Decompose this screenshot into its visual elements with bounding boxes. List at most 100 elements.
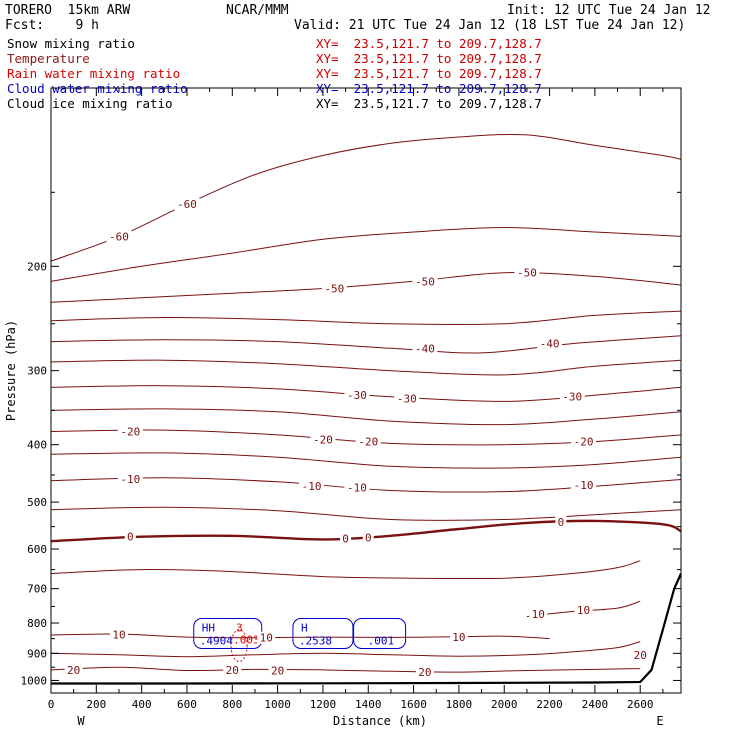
temperature-contour — [51, 519, 681, 543]
plot-frame — [50, 87, 682, 694]
temperature-contour-label: 20 — [418, 666, 431, 679]
temperature-contour-label: -40 — [415, 342, 435, 355]
temperature-contour — [51, 452, 681, 469]
y-tick-label: 700 — [27, 583, 47, 596]
temperature-contour-label: 20 — [226, 664, 239, 677]
contour-label-background — [412, 342, 438, 355]
contour-label-background — [64, 663, 83, 676]
temperature-contour — [51, 272, 681, 303]
temperature-contour — [51, 310, 681, 326]
x-tick-label: 800 — [222, 698, 242, 711]
temperature-contour-label: 20 — [271, 664, 284, 677]
cloud-water-max-value: .4904 — [200, 635, 233, 648]
contour-label-background — [355, 435, 381, 448]
x-tick-label: 1800 — [446, 698, 473, 711]
contour-label-background — [174, 198, 200, 211]
contour-label-background — [268, 664, 287, 677]
cloud-water-max-value: .001 — [368, 635, 395, 648]
contour-label-background — [340, 532, 352, 545]
rain-max-value: .003 — [233, 634, 259, 647]
model-title: TORERO 15km ARW — [5, 3, 131, 18]
temperature-contour-label: 0 — [127, 531, 134, 544]
contour-label-background — [344, 481, 370, 494]
contour-label-background — [415, 666, 434, 679]
temperature-contour-label: -10 — [302, 480, 322, 493]
x-tick-label: 1400 — [355, 698, 382, 711]
cloud-water-max-value: .2538 — [299, 635, 332, 648]
cloud-water-contour — [353, 618, 407, 650]
y-tick-label: 200 — [27, 260, 47, 273]
field-name: Snow mixing ratio — [7, 36, 135, 51]
field-name: Cloud ice mixing ratio — [7, 96, 173, 111]
rain-max-marker: 3 — [236, 622, 243, 635]
temperature-contour-label: -20 — [358, 435, 378, 448]
x-tick-label: 200 — [86, 698, 106, 711]
temperature-contour — [51, 666, 641, 673]
temperature-contour-label: 20 — [634, 649, 647, 662]
temperature-contour-label: -10 — [574, 479, 594, 492]
contour-label-background — [555, 515, 567, 528]
temperature-contour — [51, 385, 681, 402]
contour-label-background — [321, 282, 347, 295]
contour-label-background — [106, 230, 132, 243]
y-tick-label: 800 — [27, 617, 47, 630]
temperature-contour-label: -30 — [562, 391, 582, 404]
temperature-contour-label: 10 — [577, 604, 590, 617]
contour-label-background — [559, 390, 585, 403]
contour-label-background — [449, 630, 468, 643]
contour-label-background — [514, 266, 540, 279]
x-tick-label: 2200 — [536, 698, 563, 711]
y-tick-label: 300 — [27, 365, 47, 378]
contour-label-background — [571, 479, 597, 492]
contour-label-background — [299, 480, 325, 493]
temperature-contour-label: -10 — [120, 473, 140, 486]
west-endpoint-label: W — [77, 714, 85, 728]
contour-label-background — [394, 392, 420, 405]
rain-contour — [230, 629, 248, 663]
contour-label-background — [631, 648, 650, 661]
temperature-contour-label: -50 — [415, 275, 435, 288]
contour-label-background — [362, 531, 374, 544]
valid-time: Valid: 21 UTC Tue 24 Jan 12 (18 LST Tue … — [294, 18, 686, 33]
temperature-contour-label: -20 — [574, 435, 594, 448]
y-tick-label: 400 — [27, 439, 47, 452]
contour-label-background — [117, 472, 143, 485]
temperature-contour-label: 10 — [452, 631, 465, 644]
temperature-contour-label: -50 — [517, 267, 537, 280]
contour-label-background — [257, 631, 276, 644]
contour-label-background — [117, 425, 143, 438]
temperature-contour-label: -60 — [109, 230, 129, 243]
temperature-contour-label: -10 — [347, 481, 367, 494]
contour-label-background — [571, 435, 597, 448]
temperature-contour-label: 10 — [260, 632, 273, 645]
x-tick-label: 1600 — [400, 698, 427, 711]
contour-label-background — [529, 607, 548, 620]
field-name: Temperature — [7, 51, 90, 66]
temperature-contour — [51, 359, 681, 376]
y-tick-label: 1000 — [21, 674, 48, 687]
temperature-contour-label: -30 — [397, 392, 417, 405]
cloud-water-contour — [292, 618, 354, 650]
contour-label-background — [310, 433, 336, 446]
x-tick-label: 1000 — [264, 698, 291, 711]
temperature-contour-label: -30 — [347, 389, 367, 402]
contour-label-background — [344, 389, 370, 402]
x-tick-label: 1200 — [310, 698, 337, 711]
temperature-contour-label: -20 — [120, 425, 140, 438]
x-tick-label: 2400 — [582, 698, 609, 711]
temperature-contour — [51, 335, 681, 354]
temperature-contour — [51, 633, 550, 640]
temperature-contour-label: 0 — [342, 533, 349, 546]
x-tick-label: 2000 — [491, 698, 518, 711]
temperature-contour-label: 10 — [532, 608, 545, 621]
temperature-contour-label: -40 — [540, 338, 560, 351]
cloud-water-max-marker: H — [301, 622, 308, 635]
field-xy-range: XY= 23.5,121.7 to 209.7,128.7 — [316, 51, 542, 66]
temperature-contour-label: 10 — [112, 628, 125, 641]
east-endpoint-label: E — [656, 714, 663, 728]
temperature-contour — [51, 560, 641, 580]
temperature-contour-label: 20 — [67, 664, 80, 677]
x-tick-label: 600 — [177, 698, 197, 711]
contour-label-background — [412, 275, 438, 288]
field-xy-range: XY= 23.5,121.7 to 209.7,128.7 — [316, 36, 542, 51]
